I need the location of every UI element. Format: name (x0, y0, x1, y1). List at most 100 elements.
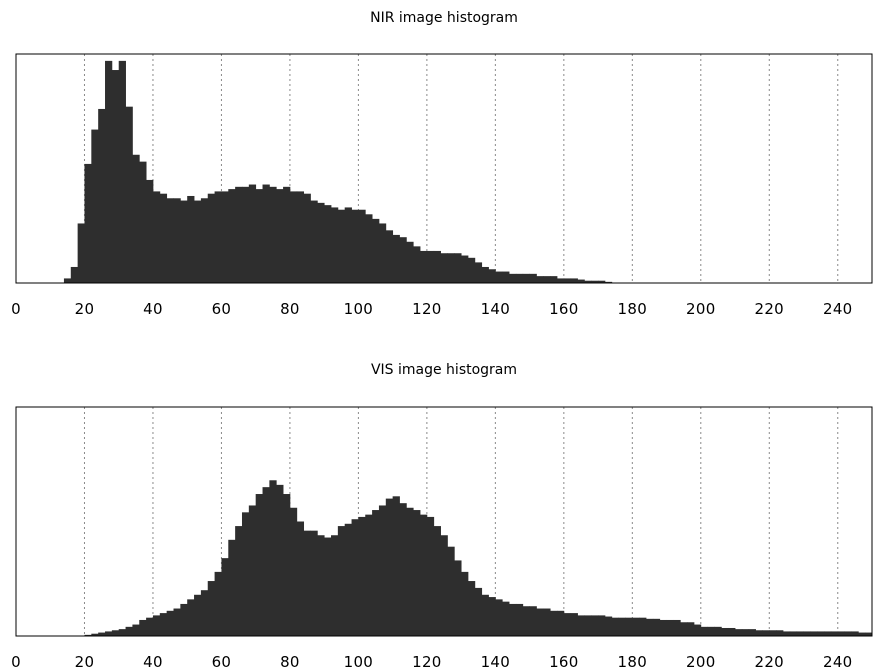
vis-histogram-bar (604, 616, 613, 636)
nir-x-tick-label: 100 (344, 300, 374, 318)
nir-histogram-bar (125, 106, 133, 283)
nir-histogram-bar (502, 271, 510, 283)
vis-histogram-bar (426, 516, 435, 636)
nir-histogram-bar (221, 191, 229, 283)
nir-histogram-bar (303, 193, 311, 283)
nir-histogram-bar (426, 250, 435, 283)
vis-plot-frame (15, 406, 873, 637)
vis-histogram-bar (591, 615, 599, 636)
nir-histogram-bar (296, 191, 305, 283)
nir-histogram-bar (84, 163, 92, 283)
vis-x-tick-label: 0 (11, 653, 21, 670)
vis-x-tick-label: 200 (686, 653, 716, 670)
vis-histogram-bar (111, 630, 120, 636)
nir-histogram-bar (283, 186, 291, 283)
vis-histogram-bar (789, 631, 798, 636)
vis-histogram-bar (748, 629, 756, 636)
vis-histogram-bar (372, 510, 380, 636)
nir-histogram-bar (207, 193, 215, 283)
nir-histogram-bar (467, 257, 476, 283)
nir-histogram-bar (344, 207, 352, 283)
nir-x-tick-label: 140 (481, 300, 511, 318)
vis-histogram-bar (139, 619, 147, 636)
nir-histogram-bar (180, 200, 188, 283)
nir-histogram-bar (166, 198, 174, 283)
vis-histogram-bar (584, 615, 592, 636)
nir-histogram-bar (194, 200, 202, 283)
nir-histogram-bar (235, 186, 243, 283)
vis-histogram-bar (406, 507, 414, 636)
nir-chart-title: NIR image histogram (370, 10, 518, 26)
nir-histogram-bar (317, 202, 325, 283)
vis-histogram-bar (618, 617, 626, 636)
nir-histogram-bar (159, 193, 168, 283)
vis-histogram-bar (221, 558, 229, 636)
nir-histogram-bar (70, 266, 79, 283)
vis-histogram-bar (440, 535, 448, 636)
vis-histogram-bar (803, 631, 811, 636)
vis-histogram-bar (714, 626, 722, 636)
vis-histogram-bar (693, 624, 702, 636)
vis-histogram-bar (152, 615, 161, 636)
vis-histogram-bar (721, 627, 729, 636)
vis-histogram-bar (509, 603, 517, 636)
vis-histogram-bar (337, 526, 346, 636)
vis-histogram-bar (536, 608, 544, 636)
vis-histogram-bar (481, 594, 489, 636)
vis-histogram-bar (420, 514, 428, 636)
vis-histogram-bar (310, 530, 318, 636)
vis-histogram-bar (563, 613, 572, 636)
nir-histogram-bar (563, 278, 572, 283)
nir-histogram-bar (447, 253, 455, 283)
vis-histogram-bar (570, 613, 578, 636)
nir-histogram-bar (543, 276, 551, 283)
vis-x-tick-label: 180 (618, 653, 648, 670)
vis-histogram-bar (851, 631, 859, 636)
nir-histogram-bar (550, 276, 558, 283)
nir-histogram-bar (433, 250, 441, 283)
nir-x-tick-label: 240 (823, 300, 853, 318)
nir-x-tick-label: 120 (412, 300, 442, 318)
nir-histogram-bar (241, 186, 250, 283)
vis-histogram-bar (529, 606, 537, 636)
nir-histogram-bar (358, 209, 366, 283)
nir-x-tick-label: 220 (755, 300, 785, 318)
vis-histogram-bar (413, 510, 421, 636)
nir-histogram-bar (378, 223, 387, 283)
vis-histogram-bar (344, 523, 352, 636)
vis-histogram-bar (646, 618, 654, 636)
vis-histogram-bar (810, 631, 818, 636)
vis-histogram-bar (488, 597, 496, 636)
nir-histogram-bar (200, 198, 209, 283)
vis-histogram-bar (180, 603, 188, 636)
nir-histogram-bar (152, 191, 161, 283)
vis-x-tick-label: 20 (75, 653, 95, 670)
nir-x-tick-label: 80 (280, 300, 300, 318)
vis-histogram-bar (639, 617, 647, 636)
vis-histogram-bar (652, 618, 661, 636)
vis-histogram-bar (303, 530, 311, 636)
vis-x-tick-label: 80 (280, 653, 300, 670)
vis-histogram-bar (543, 608, 551, 636)
vis-histogram-bar (84, 634, 92, 636)
vis-histogram-bar (550, 610, 558, 636)
vis-histogram-bar (673, 619, 681, 636)
vis-histogram-bar (228, 539, 236, 636)
vis-histogram-bar (769, 630, 777, 636)
vis-x-tick-label: 100 (344, 653, 374, 670)
vis-histogram-bar (776, 630, 784, 636)
vis-x-tick-label: 40 (143, 653, 163, 670)
vis-histogram-bar (269, 480, 277, 636)
vis-histogram-bar (865, 632, 873, 636)
vis-histogram-bar (495, 599, 503, 636)
vis-histogram-bar (365, 514, 373, 636)
nir-histogram-bar (255, 189, 263, 283)
vis-histogram-bar (782, 631, 791, 636)
vis-histogram-bar (858, 632, 866, 636)
vis-x-tick-label: 140 (481, 653, 511, 670)
nir-histogram-bar (440, 253, 448, 283)
vis-histogram-bar (385, 498, 394, 636)
nir-histogram-bar (118, 60, 126, 284)
vis-histogram-bar (461, 571, 469, 636)
nir-histogram-bar (399, 237, 407, 283)
